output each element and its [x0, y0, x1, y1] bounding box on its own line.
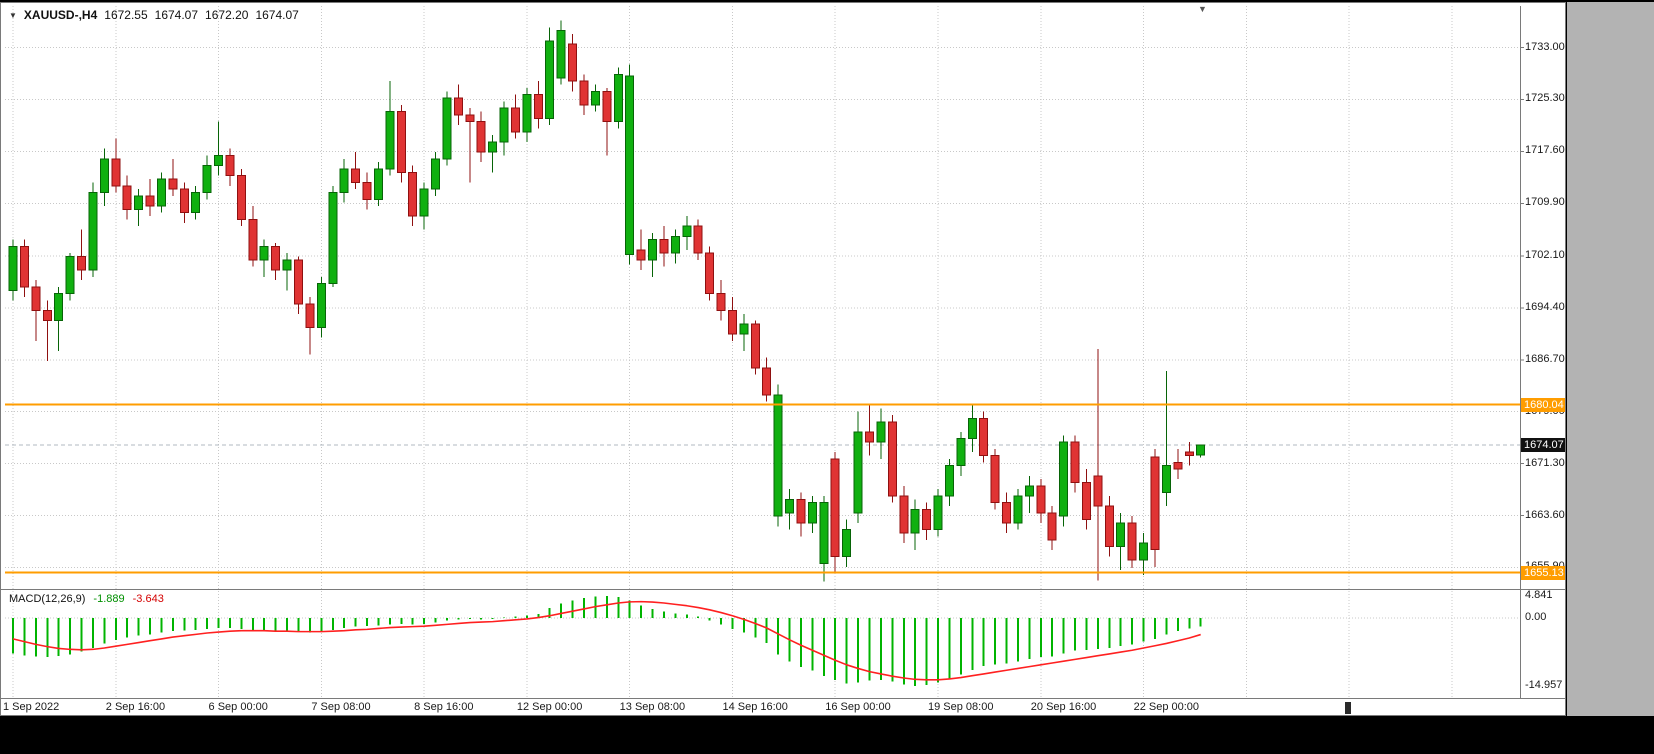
price-axis[interactable]: 1733.00 1725.30 1717.60 1709.90 1702.10 1694.… — [1521, 3, 1565, 698]
time-axis-label: 6 Sep 00:00 — [208, 701, 268, 713]
time-axis-label: 8 Sep 16:00 — [414, 701, 474, 713]
price-axis-label: 1671.30 — [1525, 456, 1565, 469]
time-axis-label: 22 Sep 00:00 — [1133, 701, 1200, 713]
ohlc-low-value: 1672.20 — [205, 8, 249, 22]
level-badge: 1655.13 — [1521, 565, 1565, 580]
macd-axis[interactable]: 4.841 0.00 -14.957 — [1521, 3, 1565, 698]
time-axis-label: 13 Sep 08:00 — [619, 701, 686, 713]
time-axis[interactable]: 1 Sep 2022 2 Sep 16:00 6 Sep 00:00 7 Sep 08… — [1, 700, 1521, 715]
ohlc-open-value: 1672.55 — [104, 8, 148, 22]
price-axis-label: 1694.40 — [1525, 300, 1565, 313]
price-axis-label: 1733.00 — [1525, 40, 1565, 53]
candlestick-chart[interactable] — [1, 3, 1565, 715]
ohlc-close-value: 1674.07 — [255, 8, 299, 22]
price-axis-label: 1717.60 — [1525, 144, 1565, 157]
macd-title: MACD(12,26,9) — [9, 593, 86, 605]
time-axis-label: 12 Sep 00:00 — [516, 701, 583, 713]
macd-header: MACD(12,26,9) -1.889 -3.643 — [9, 593, 164, 605]
symbol-dropdown-icon[interactable]: ▼ — [9, 10, 17, 20]
macd-axis-label: 4.841 — [1525, 588, 1553, 601]
macd-axis-label: 0.00 — [1525, 611, 1547, 623]
time-axis-label: 14 Sep 16:00 — [722, 701, 788, 713]
macd-main-value: -1.889 — [93, 593, 125, 605]
time-axis-label: 16 Sep 00:00 — [825, 701, 891, 713]
price-axis-label: 1686.70 — [1525, 352, 1565, 365]
symbol-timeframe-label: XAUUSD-,H4 — [23, 8, 98, 22]
time-axis-label: 7 Sep 08:00 — [311, 701, 371, 713]
macd-signal-value: -3.643 — [132, 593, 164, 605]
level-badge: 1680.04 — [1521, 397, 1565, 412]
price-axis-label: 1709.90 — [1525, 196, 1565, 209]
macd-axis-label: -14.957 — [1525, 678, 1563, 691]
time-axis-label: 2 Sep 16:00 — [105, 701, 166, 713]
time-axis-label: 1 Sep 2022 — [3, 701, 60, 713]
current-price-badge: 1674.07 — [1521, 437, 1565, 452]
price-axis-label: 1725.30 — [1525, 92, 1565, 105]
price-axis-label: 1702.10 — [1525, 248, 1565, 261]
price-axis-label: 1663.60 — [1525, 508, 1565, 521]
chart-header: ▼ XAUUSD-,H4 1672.55 1674.07 1672.20 167… — [9, 8, 299, 22]
time-axis-label: 19 Sep 08:00 — [928, 701, 994, 713]
ohlc-high-value: 1674.07 — [154, 8, 199, 22]
scrollbar-thumb[interactable] — [1345, 702, 1351, 714]
window-right-margin — [1567, 2, 1654, 716]
chart-shift-marker[interactable]: ▼ — [1198, 4, 1207, 14]
chart-window: ▼ XAUUSD-,H4 1672.55 1674.07 1672.20 167… — [0, 2, 1566, 716]
time-axis-label: 20 Sep 16:00 — [1030, 701, 1097, 713]
